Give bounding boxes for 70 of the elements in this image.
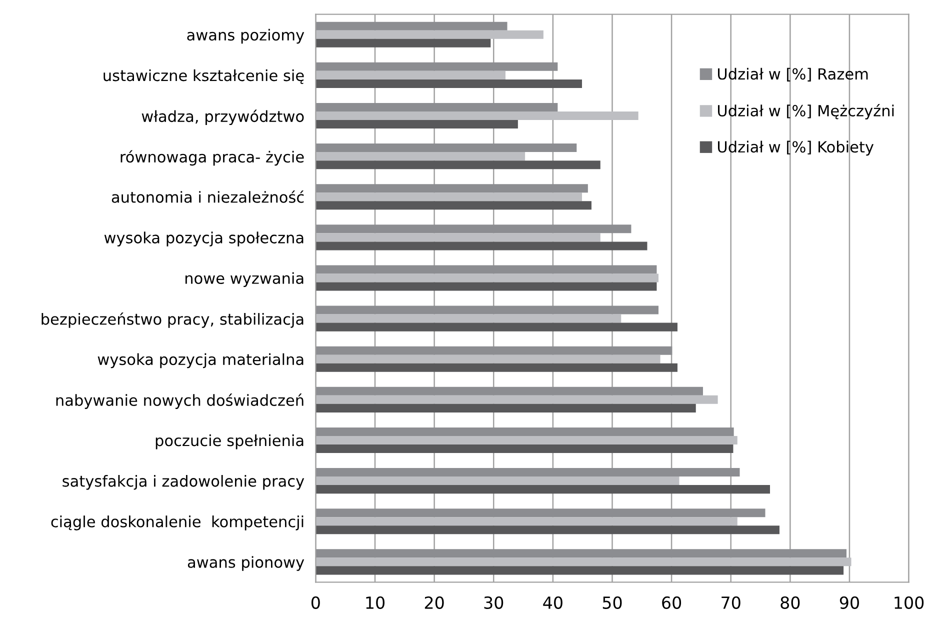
y-tick-label: równowaga praca- życie [120, 150, 304, 166]
bar [316, 62, 558, 71]
bar [316, 160, 600, 170]
bar [316, 201, 592, 210]
bar [316, 485, 770, 494]
bar [316, 242, 648, 250]
bar [316, 549, 847, 558]
bar [316, 363, 678, 372]
legend-label: Udział w [%] Kobiety [718, 140, 874, 156]
bar [316, 395, 718, 404]
bar [316, 192, 582, 202]
bar [316, 468, 740, 477]
bar [316, 314, 622, 323]
legend-label: Udział w [%] Mężczyźni [718, 104, 894, 120]
bar [316, 102, 558, 112]
y-tick-label: awans poziomy [187, 28, 304, 44]
y-tick-label: nabywanie nowych doświadczeń [56, 394, 304, 409]
bar [316, 30, 544, 39]
x-tick-label: 80 [780, 596, 800, 609]
bar [316, 306, 658, 314]
y-tick-label: władza, przywództwo [142, 110, 304, 126]
y-tick-label: autonomia i niezależność [112, 190, 304, 203]
bar [316, 476, 680, 486]
bar [316, 120, 518, 129]
y-tick-label: awans pionowy [188, 556, 304, 571]
y-tick-label: ciągle doskonalenie kompetencji [51, 516, 304, 530]
y-tick-label: wysoka pozycja społeczna [104, 232, 304, 246]
bar [316, 111, 638, 120]
bar [316, 233, 600, 242]
x-tick-label: 0 [311, 596, 320, 609]
legend-label: Udział w [%] Razem [718, 68, 868, 82]
y-tick-label: satysfakcja i zadowolenie pracy [62, 474, 304, 490]
bar [316, 346, 672, 355]
x-tick-label: 90 [840, 596, 859, 609]
x-tick-label: 60 [662, 596, 682, 609]
bar [316, 526, 780, 534]
bar [316, 558, 852, 566]
bar [316, 404, 696, 412]
bar [316, 152, 526, 161]
y-tick-label: ustawiczne kształcenie się [104, 69, 304, 84]
bar [316, 322, 678, 332]
bar [316, 38, 491, 48]
x-tick-label: 20 [424, 596, 444, 609]
bar [316, 444, 734, 454]
x-tick-label: 30 [484, 596, 504, 609]
y-tick-label: poczucie spełnienia [156, 434, 304, 450]
bar [316, 566, 844, 575]
bar [316, 265, 657, 274]
bar [316, 79, 582, 88]
bar [316, 70, 506, 80]
bar [316, 427, 734, 436]
bar [316, 282, 657, 291]
x-tick-label: 70 [722, 596, 740, 609]
x-tick-label: 100 [894, 596, 924, 609]
bar [316, 224, 632, 234]
bar [316, 144, 577, 152]
bar [316, 508, 766, 518]
bar [316, 386, 703, 396]
y-tick-label: bezpieczeństwo pracy, stabilizacja [42, 312, 304, 328]
x-tick-label: 50 [602, 596, 622, 609]
bar [316, 274, 658, 282]
bar [316, 184, 588, 193]
bar [316, 517, 738, 526]
y-tick-label: nowe wyzwania [185, 272, 304, 287]
x-tick-label: 10 [366, 596, 384, 609]
bar [316, 22, 508, 30]
x-tick-label: 40 [543, 596, 562, 609]
bar [316, 354, 660, 364]
bar [316, 436, 738, 444]
y-tick-label: wysoka pozycja materialna [98, 353, 304, 368]
